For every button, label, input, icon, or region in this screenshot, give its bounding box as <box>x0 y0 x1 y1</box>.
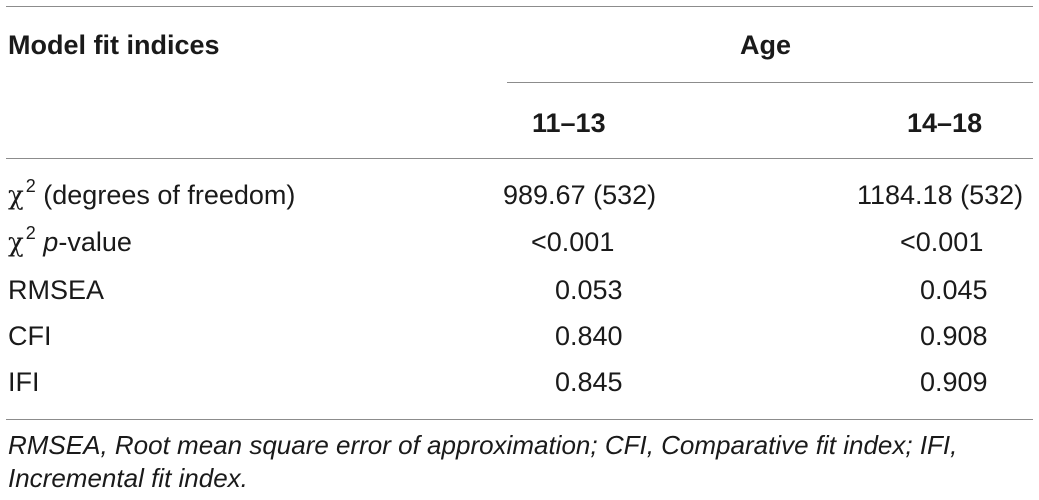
row-label-text: (degrees of freedom) <box>35 180 296 210</box>
table-header-rule <box>6 158 1033 159</box>
cell-value: 0.045 <box>920 275 988 305</box>
row-label-text: -value <box>58 227 132 257</box>
cell-value: <0.001 <box>900 227 984 257</box>
cell-value: 989.67 (532) <box>503 180 657 210</box>
cell-value: 0.053 <box>555 275 623 305</box>
cell-value: 0.845 <box>555 367 623 397</box>
age-group-rule <box>507 82 1033 83</box>
age-group-header: Age <box>740 30 792 60</box>
chi-symbol: χ <box>8 181 24 211</box>
cell-value: 1184.18 (532) <box>857 180 1024 210</box>
row-label-rmsea: RMSEA <box>8 275 105 305</box>
table-footnote: RMSEA, Root mean square error of approxi… <box>8 430 958 493</box>
cell-value: 0.908 <box>920 321 988 351</box>
row-label-ifi: IFI <box>8 367 40 397</box>
superscript-2: 2 <box>25 176 36 196</box>
column-header-11-13: 11–13 <box>532 108 606 138</box>
superscript-2: 2 <box>25 223 36 243</box>
cell-value: <0.001 <box>531 227 615 257</box>
table-bottom-rule <box>6 419 1033 420</box>
row-label-cfi: CFI <box>8 321 52 351</box>
chi-symbol: χ <box>8 228 24 258</box>
p-italic: p <box>43 227 59 257</box>
column-header-14-18: 14–18 <box>907 108 983 138</box>
table-top-rule <box>6 6 1033 7</box>
stub-header: Model fit indices <box>8 30 220 60</box>
cell-value: 0.909 <box>920 367 988 397</box>
cell-value: 0.840 <box>555 321 623 351</box>
